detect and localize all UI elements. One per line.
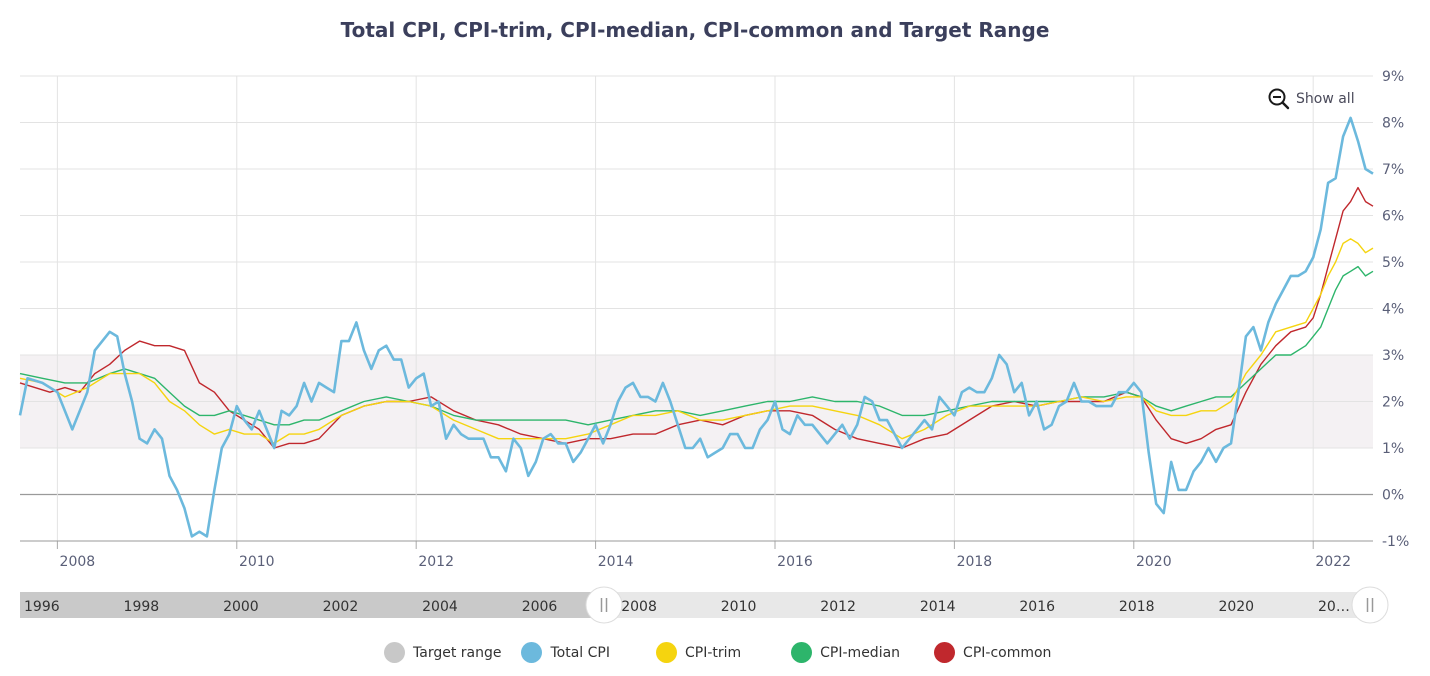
series-line-cpi-common (19, 186, 1374, 449)
legend-marker (655, 642, 677, 663)
legend-item-target-range[interactable]: Target range (384, 642, 501, 663)
navigator-year-label: 1998 (124, 599, 160, 615)
series-lines (18, 116, 1374, 538)
x-tick-label: 2018 (957, 554, 993, 570)
legend-label: CPI-common (963, 644, 1052, 661)
x-tick-label: 2020 (1136, 554, 1172, 570)
x-tick-label: 2012 (418, 554, 454, 570)
legend-item-cpi-trim[interactable]: CPI-trim (655, 642, 742, 663)
zoom-out-icon (1268, 88, 1290, 110)
y-tick-label: 0% (1382, 488, 1404, 504)
legend-item-total-cpi[interactable]: Total CPI (521, 642, 610, 663)
y-tick-label: 5% (1382, 255, 1404, 271)
show-all-label: Show all (1296, 91, 1355, 107)
legend-marker (791, 642, 813, 663)
legend-label: CPI-trim (684, 644, 742, 661)
navigator-year-label: 2004 (422, 599, 458, 615)
navigator-handle-right[interactable] (1351, 586, 1389, 624)
x-tick-label: 2008 (60, 554, 96, 570)
navigator-year-label: 2000 (223, 599, 259, 615)
y-tick-label: 3% (1382, 348, 1404, 364)
y-axis: -1% 0% 1% 2% 3% 4% 5% 6% 7% 8% 9% (1382, 69, 1409, 550)
navigator-year-label: 2006 (522, 599, 558, 615)
handle-knob (585, 586, 623, 624)
x-tick-label: 2016 (777, 554, 813, 570)
y-tick-label: 9% (1382, 69, 1404, 85)
y-tick-label: 2% (1382, 395, 1404, 411)
y-tick-label: 8% (1382, 116, 1404, 132)
x-tick-label: 2010 (239, 554, 275, 570)
navigator-year-label: 2014 (920, 599, 956, 615)
handle-knob (1351, 586, 1389, 624)
y-tick-label: 6% (1382, 209, 1404, 225)
legend: Target range Total CPI CPI-trim CPI-medi… (384, 642, 1051, 663)
show-all-button[interactable]: Show all (1268, 88, 1355, 110)
navigator-year-label: 2010 (721, 599, 757, 615)
navigator-year-label: 2018 (1119, 599, 1155, 615)
y-tick-label: 4% (1382, 302, 1404, 318)
series-line-cpi-median (19, 265, 1374, 426)
legend-item-cpi-median[interactable]: CPI-median (791, 642, 900, 663)
legend-marker (521, 642, 543, 663)
series-line-total-cpi (18, 116, 1374, 538)
navigator[interactable]: 1996 1998 2000 2002 2004 2006 2008 2010 2012 2014… (20, 586, 1389, 624)
legend-marker (384, 642, 405, 663)
navigator-year-label: 2020 (1218, 599, 1254, 615)
legend-item-cpi-common[interactable]: CPI-common (934, 642, 1051, 663)
legend-label: Target range (413, 644, 502, 661)
y-tick-label: -1% (1382, 534, 1409, 550)
navigator-handle-left[interactable] (585, 586, 623, 624)
x-axis: 2008 2010 2012 2014 2016 2018 2020 2022 (20, 540, 1373, 570)
navigator-year-label: 2016 (1019, 599, 1055, 615)
chart-title: Total CPI, CPI-trim, CPI-median, CPI-com… (340, 18, 1050, 42)
y-tick-label: 7% (1382, 162, 1404, 178)
y-tick-label: 1% (1382, 441, 1404, 457)
navigator-year-label: 2012 (820, 599, 856, 615)
x-tick-label: 2014 (598, 554, 634, 570)
legend-label: Total CPI (550, 644, 610, 661)
legend-marker (934, 642, 956, 663)
navigator-year-label: 2008 (621, 599, 657, 615)
navigator-year-label: 1996 (24, 599, 60, 615)
legend-label: CPI-median (820, 644, 901, 661)
series-line-cpi-trim (19, 238, 1374, 445)
navigator-unselected-region (20, 592, 604, 618)
navigator-year-label: 20… (1318, 599, 1350, 615)
navigator-year-label: 2002 (323, 599, 359, 615)
x-tick-label: 2022 (1315, 554, 1351, 570)
